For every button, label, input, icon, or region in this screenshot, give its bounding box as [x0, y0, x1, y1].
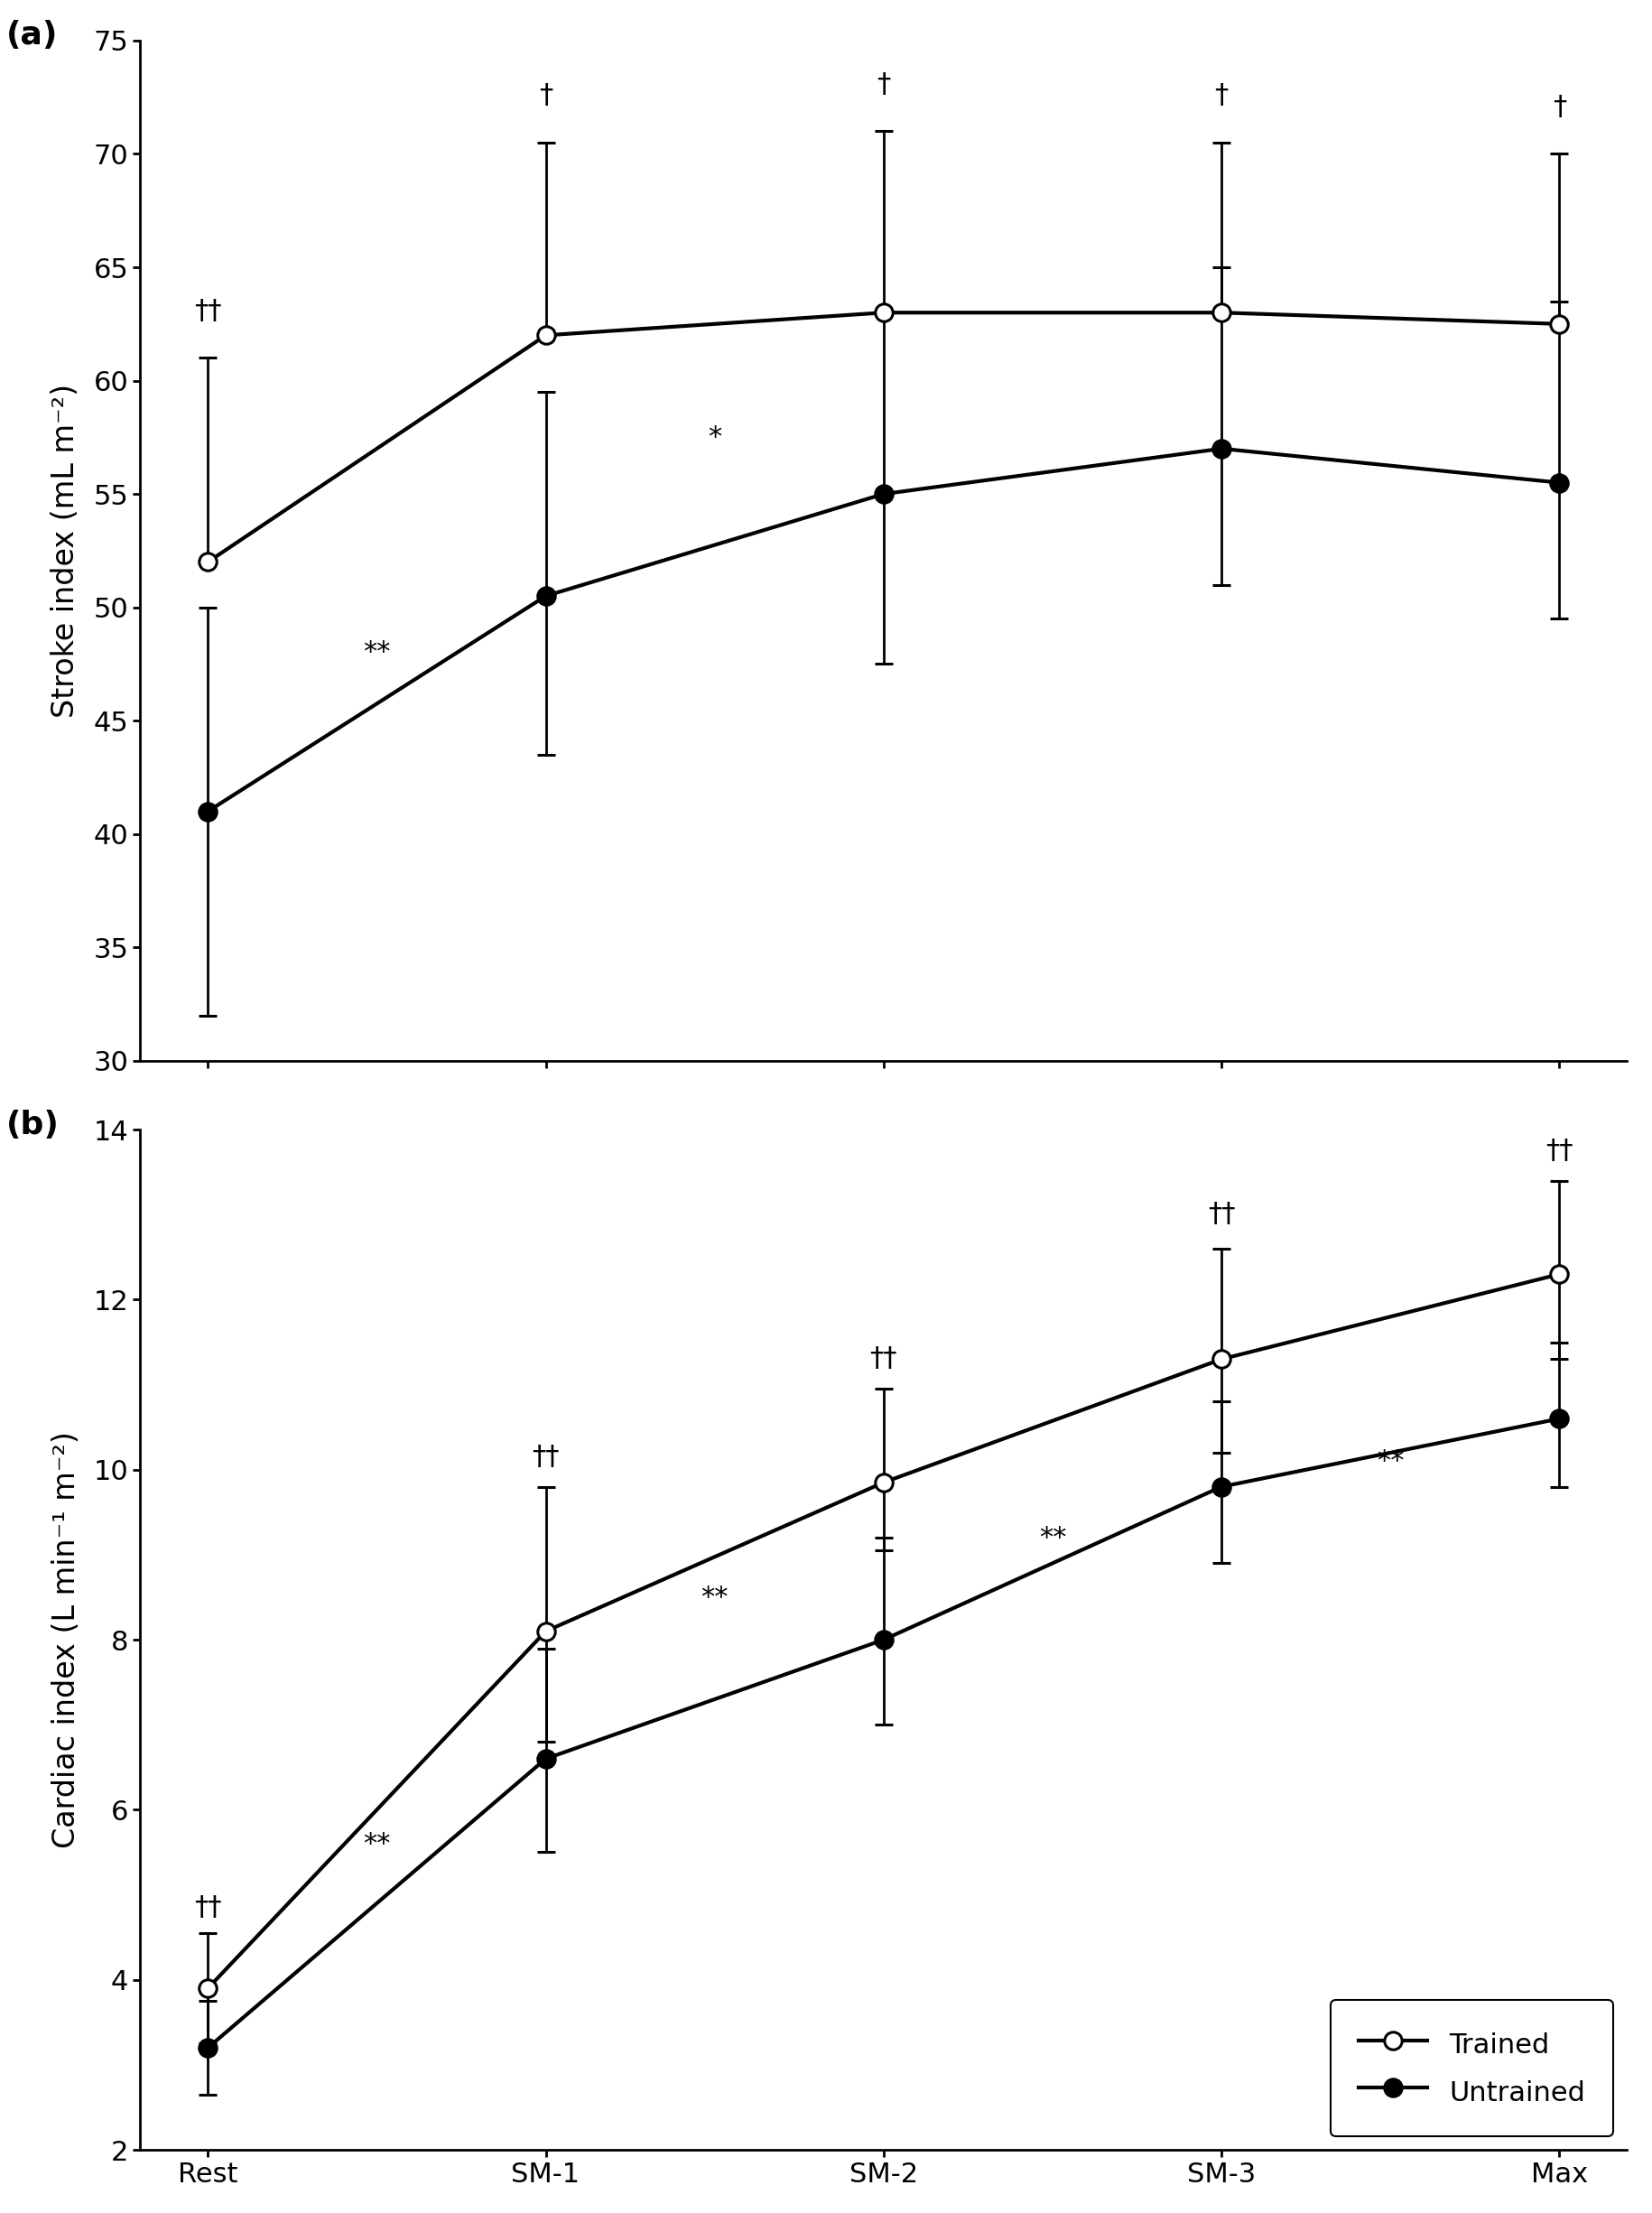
Y-axis label: Stroke index (mL m⁻²): Stroke index (mL m⁻²)	[51, 383, 81, 717]
Text: ††: ††	[193, 1894, 221, 1921]
Text: ††: ††	[1546, 1137, 1573, 1164]
Y-axis label: Cardiac index (L min⁻¹ m⁻²): Cardiac index (L min⁻¹ m⁻²)	[51, 1432, 81, 1848]
Text: **: **	[363, 1830, 390, 1857]
Text: ††: ††	[871, 1346, 897, 1372]
Text: †: †	[1214, 82, 1229, 108]
Text: (a): (a)	[7, 20, 58, 51]
Text: ††: ††	[532, 1443, 560, 1469]
Text: **: **	[700, 1585, 729, 1611]
Text: **: **	[1039, 1525, 1066, 1551]
Text: **: **	[1376, 1447, 1404, 1474]
Text: ††: ††	[193, 299, 221, 323]
Text: ††: ††	[1208, 1202, 1236, 1228]
Text: **: **	[363, 640, 390, 666]
Text: (b): (b)	[7, 1109, 59, 1140]
Text: †: †	[539, 82, 553, 108]
Text: †: †	[1553, 93, 1566, 120]
Text: †: †	[877, 71, 890, 97]
Legend: Trained, Untrained: Trained, Untrained	[1332, 2001, 1612, 2136]
Text: *: *	[707, 425, 722, 451]
